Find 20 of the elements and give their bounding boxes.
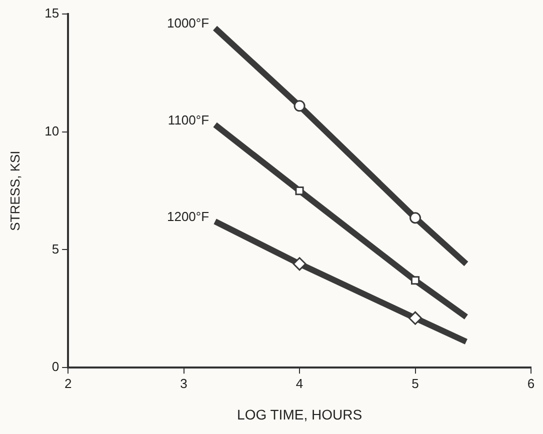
series-label: 1200°F [166, 209, 210, 224]
x-tick-label: 3 [180, 376, 188, 391]
x-tick-label: 6 [527, 376, 535, 391]
point [410, 212, 422, 224]
series-label: 1100°F [168, 112, 210, 128]
y-axis-title: STRESS, KSI [7, 150, 22, 231]
point [292, 257, 306, 271]
series-label: 1000°F [166, 16, 210, 31]
x-tick-label: 5 [412, 376, 419, 391]
x-axis-title: LOG TIME, HOURS [237, 406, 362, 422]
y-tick-label: 5 [52, 241, 60, 256]
point [410, 276, 420, 285]
point [408, 311, 422, 325]
point [294, 100, 306, 112]
x-tick-label: 2 [64, 376, 72, 391]
y-tick-label: 15 [44, 6, 60, 21]
x-tick-label: 4 [296, 376, 304, 391]
point [295, 186, 304, 196]
y-tick-label: 10 [44, 123, 60, 138]
y-tick-label: 0 [52, 359, 60, 374]
